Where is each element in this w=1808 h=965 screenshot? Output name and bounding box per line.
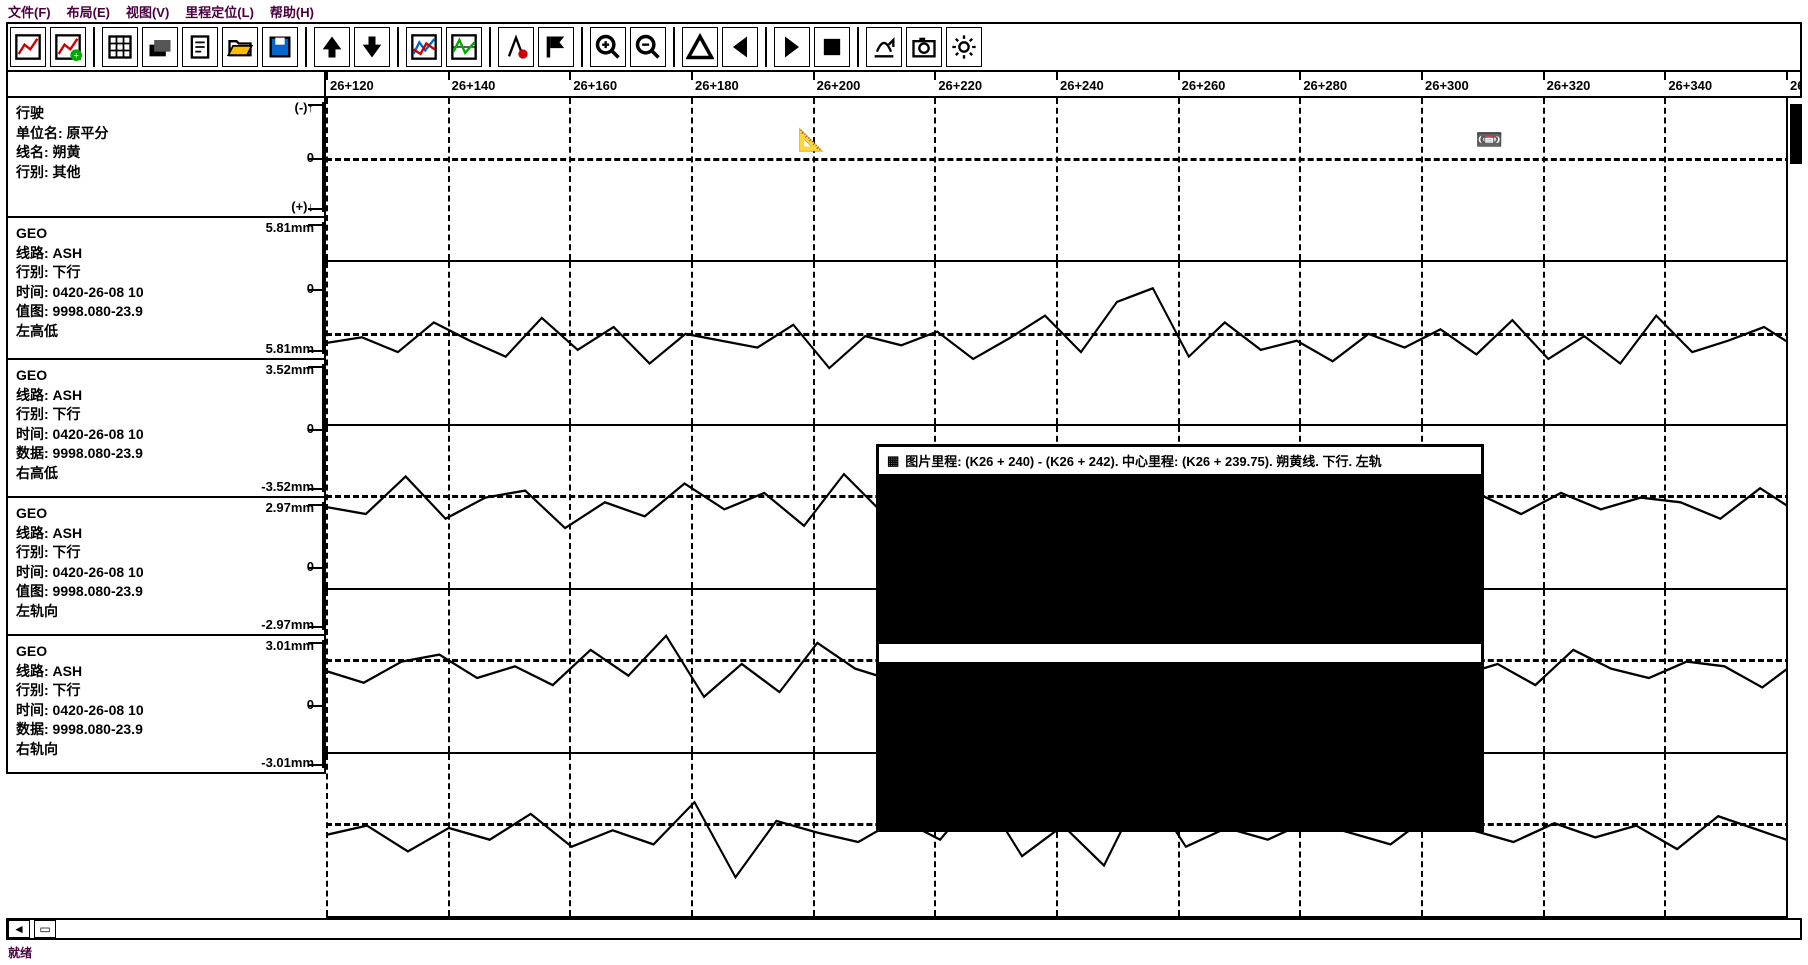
ruler-tick: 26+260 — [1178, 72, 1226, 80]
menubar: 文件(F) 布局(E) 视图(V) 里程定位(L) 帮助(H) — [0, 0, 1808, 22]
track-overlay-icon: 📐 — [798, 127, 825, 153]
track-scale: 3.52mm 0 -3.52mm — [215, 360, 324, 496]
overlay2-icon[interactable] — [446, 27, 482, 67]
popup-titlebar[interactable]: ▦ 图片里程: (K26 + 240) - (K26 + 242). 中心里程:… — [879, 447, 1481, 476]
page-icon[interactable] — [182, 27, 218, 67]
export-icon[interactable] — [866, 27, 902, 67]
ruler-tick: 26+240 — [1056, 72, 1104, 80]
vertical-scrollbar[interactable] — [1786, 98, 1804, 918]
ruler-tick: 26+160 — [569, 72, 617, 80]
ruler-scale: 26+120 26+140 26+160 26+180 26+200 26+220 26+2… — [326, 72, 1802, 98]
zoom-out-icon[interactable] — [630, 27, 666, 67]
menu-mileage[interactable]: 里程定位(L) — [185, 2, 254, 21]
toolbar: + — [6, 22, 1802, 72]
track-scale: 2.97mm 0 -2.97mm — [215, 498, 324, 634]
menu-file[interactable]: 文件(F) — [8, 2, 51, 21]
track-info-panel: GEO线路: ASH行别: 下行时间: 0420-26-08 10值图: 999… — [6, 498, 326, 636]
arrow-up-icon[interactable] — [314, 27, 350, 67]
popup-sys-icon: ▦ — [887, 453, 899, 469]
ruler-left-spacer — [6, 72, 326, 98]
svg-text:+: + — [73, 51, 78, 61]
chart-add-icon[interactable]: + — [50, 27, 86, 67]
next-icon[interactable] — [774, 27, 810, 67]
overlay1-icon[interactable] — [406, 27, 442, 67]
stop-icon[interactable] — [814, 27, 850, 67]
ruler-tick: 26+36 — [1786, 72, 1802, 80]
popup-split-line — [879, 644, 1481, 662]
flag-icon[interactable] — [538, 27, 574, 67]
menu-help[interactable]: 帮助(H) — [270, 2, 314, 21]
ruler-tick: 26+200 — [813, 72, 861, 80]
ruler-tick: 26+220 — [934, 72, 982, 80]
track-info-panel: GEO线路: ASH行别: 下行时间: 0420-26-08 10值图: 999… — [6, 218, 326, 360]
vscroll-thumb[interactable] — [1790, 104, 1802, 164]
track-info-panel: 行驶单位名: 原平分线名: 朔黄行别: 其他 (-)↑ 0 (+)↓ — [6, 98, 326, 218]
track-info-text: GEO线路: ASH行别: 下行时间: 0420-26-08 10值图: 999… — [8, 498, 215, 634]
ruler-tick: 26+340 — [1664, 72, 1712, 80]
camera-icon[interactable] — [906, 27, 942, 67]
popup-body — [879, 476, 1481, 829]
track-scale: (-)↑ 0 (+)↓ — [215, 98, 324, 216]
save-icon[interactable] — [262, 27, 298, 67]
track-plot[interactable]: 📐📼 — [326, 98, 1802, 262]
menu-view[interactable]: 视图(V) — [126, 2, 169, 21]
hscroll-thumb-icon[interactable]: ▭ — [34, 920, 56, 938]
chart-area: 行驶单位名: 原平分线名: 朔黄行别: 其他 (-)↑ 0 (+)↓ GEO线路… — [6, 98, 1802, 918]
ruler-tick: 26+140 — [448, 72, 496, 80]
popup-title-text: 图片里程: (K26 + 240) - (K26 + 242). 中心里程: (… — [905, 451, 1381, 470]
hscroll-left-icon[interactable]: ◄ — [8, 920, 30, 938]
horizontal-scrollbar[interactable]: ◄ ▭ — [6, 918, 1802, 940]
triangle-icon[interactable] — [682, 27, 718, 67]
track-info-panel: GEO线路: ASH行别: 下行时间: 0420-26-08 10数据: 999… — [6, 636, 326, 774]
layers-icon[interactable] — [142, 27, 178, 67]
track-info-text: 行驶单位名: 原平分线名: 朔黄行别: 其他 — [8, 98, 215, 216]
track-info-panel: GEO线路: ASH行别: 下行时间: 0420-26-08 10数据: 999… — [6, 360, 326, 498]
track-overlay-icon: 📼 — [1476, 127, 1503, 153]
track-scale: 5.81mm 0 5.81mm — [215, 218, 324, 358]
marker-icon[interactable] — [498, 27, 534, 67]
image-preview-popup[interactable]: ▦ 图片里程: (K26 + 240) - (K26 + 242). 中心里程:… — [876, 444, 1484, 832]
chart-icon[interactable] — [10, 27, 46, 67]
track-info-text: GEO线路: ASH行别: 下行时间: 0420-26-08 10值图: 999… — [8, 218, 215, 358]
ruler-tick: 26+120 — [326, 72, 374, 80]
chart-info-column: 行驶单位名: 原平分线名: 朔黄行别: 其他 (-)↑ 0 (+)↓ GEO线路… — [6, 98, 326, 918]
folder-open-icon[interactable] — [222, 27, 258, 67]
settings-icon[interactable] — [946, 27, 982, 67]
ruler-tick: 26+280 — [1299, 72, 1347, 80]
ruler-tick: 26+180 — [691, 72, 739, 80]
zoom-in-icon[interactable] — [590, 27, 626, 67]
track-info-text: GEO线路: ASH行别: 下行时间: 0420-26-08 10数据: 999… — [8, 636, 215, 772]
arrow-down-icon[interactable] — [354, 27, 390, 67]
status-text: 就绪 — [8, 946, 32, 960]
ruler-tick: 26+300 — [1421, 72, 1469, 80]
ruler-tick: 26+320 — [1543, 72, 1591, 80]
menu-layout[interactable]: 布局(E) — [67, 2, 110, 21]
track-info-text: GEO线路: ASH行别: 下行时间: 0420-26-08 10数据: 999… — [8, 360, 215, 496]
table-icon[interactable] — [102, 27, 138, 67]
track-scale: 3.01mm 0 -3.01mm — [215, 636, 324, 772]
track-plot[interactable] — [326, 262, 1802, 426]
prev-icon[interactable] — [722, 27, 758, 67]
ruler: 26+120 26+140 26+160 26+180 26+200 26+220 26+2… — [6, 72, 1802, 98]
